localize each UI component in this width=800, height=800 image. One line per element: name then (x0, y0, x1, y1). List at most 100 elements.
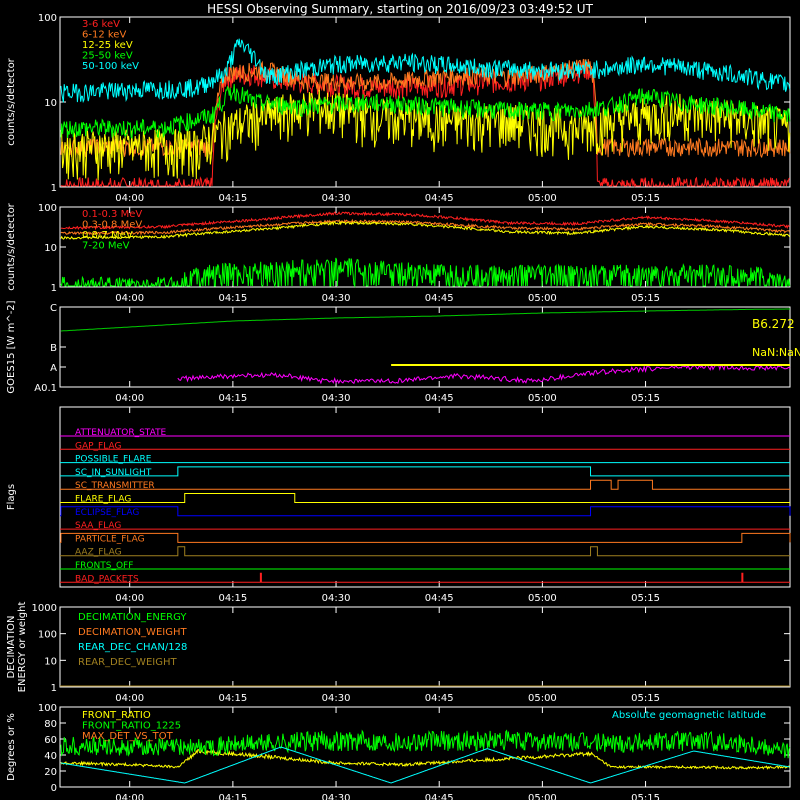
legend-entry: 50-100 keV (82, 61, 139, 72)
x-tick-label: 04:00 (115, 693, 144, 704)
y-tick-label: 80 (44, 719, 57, 730)
x-tick-label: 05:15 (631, 793, 660, 800)
x-tick-label: 05:15 (631, 393, 660, 404)
x-tick-label: 04:45 (425, 193, 454, 204)
x-tick-label: 04:00 (115, 793, 144, 800)
y-tick-label: 20 (44, 767, 57, 778)
y-tick-label: 10 (44, 656, 57, 667)
panel-frame-3 (59, 406, 791, 588)
x-tick-label: 04:30 (322, 793, 351, 800)
y-tick-label: 1000 (32, 603, 57, 614)
y-tick-label: A (50, 363, 57, 374)
x-tick-label: 04:15 (218, 293, 247, 304)
x-tick-label: 04:45 (425, 393, 454, 404)
legend-entry: 3-6 keV (82, 19, 120, 30)
legend-entry: 0.1-0.3 MeV (82, 209, 142, 220)
panel-frame-2 (59, 306, 791, 388)
y-tick-label: 60 (44, 735, 57, 746)
panel-frame-5 (59, 706, 791, 788)
flag-label: FLARE_FLAG (75, 495, 131, 505)
legend-entry: 7-20 MeV (82, 241, 130, 252)
legend-entry: 6-12 keV (82, 30, 126, 41)
x-tick-label: 04:15 (218, 693, 247, 704)
flag-label: SC_TRANSMITTER (75, 481, 155, 491)
flag-line (60, 466, 790, 477)
flag-line (60, 479, 790, 490)
x-tick-label: 04:30 (322, 593, 351, 604)
legend-entry: 25-50 keV (82, 51, 133, 62)
x-tick-label: 04:00 (115, 293, 144, 304)
legend-entry: DECIMATION_WEIGHT (78, 627, 187, 638)
x-tick-label: 05:00 (528, 293, 557, 304)
flag-label: BAD_PACKETS (75, 574, 139, 584)
x-tick-label: 04:30 (322, 393, 351, 404)
x-tick-label: 04:45 (425, 593, 454, 604)
flag-line (60, 572, 790, 583)
legend-entry: REAR_DEC_WEIGHT (78, 657, 177, 668)
y-tick-label: A0.1 (34, 383, 57, 394)
x-tick-label: 05:00 (528, 393, 557, 404)
y-tick-label: 40 (44, 751, 57, 762)
flag-line (60, 532, 791, 543)
series-line-0 (60, 211, 790, 231)
x-tick-label: 04:30 (322, 693, 351, 704)
chart-title: HESSI Observing Summary, starting on 201… (207, 2, 593, 16)
x-tick-label: 04:00 (115, 193, 144, 204)
x-tick-label: 04:00 (115, 393, 144, 404)
series-line-1 (60, 729, 791, 759)
y-tick-label: 100 (38, 630, 57, 641)
series-line-3 (60, 746, 790, 784)
x-tick-label: 04:15 (218, 193, 247, 204)
y-tick-label: 10 (44, 243, 57, 254)
flag-line (60, 546, 790, 557)
y-tick-label: 1 (51, 683, 57, 694)
y-tick-label: B (50, 343, 57, 354)
y-axis-label: counts/s/detector (6, 57, 17, 145)
x-tick-label: 05:00 (528, 193, 557, 204)
y-tick-label: 1 (51, 283, 57, 294)
x-tick-label: 05:15 (631, 193, 660, 204)
legend-entry: DECIMATION_ENERGY (78, 612, 187, 623)
y-tick-label: 10 (44, 98, 57, 109)
y-axis-label: Flags (6, 484, 17, 510)
x-tick-label: 04:15 (218, 793, 247, 800)
panel-frame-4 (59, 606, 791, 688)
x-tick-label: 05:00 (528, 693, 557, 704)
flag-label: POSSIBLE_FLARE (75, 455, 152, 465)
flag-line (60, 506, 791, 517)
legend-entry: 0.8-7 MeV (82, 230, 133, 241)
legend-entry: MAX_DET_VS_TOT (82, 731, 174, 742)
series-line-0 (60, 59, 791, 188)
x-tick-label: 04:45 (425, 793, 454, 800)
x-tick-label: 05:15 (631, 293, 660, 304)
x-tick-label: 04:00 (115, 593, 144, 604)
legend-entry: FRONT_RATIO (82, 710, 151, 721)
flag-label: ECLIPSE_FLAG (75, 508, 139, 518)
flag-label: AAZ_FLAG (75, 548, 122, 558)
goes-line-1 (177, 363, 791, 385)
series-line-3 (60, 257, 791, 288)
series-line-4 (60, 38, 791, 104)
x-tick-label: 04:45 (425, 693, 454, 704)
series-line-1 (60, 218, 791, 236)
x-tick-label: 04:15 (218, 393, 247, 404)
legend-entry: FRONT_RATIO_1225 (82, 721, 181, 732)
x-tick-label: 04:30 (322, 193, 351, 204)
geomag-annotation: Absolute geomagnetic latitude (612, 710, 766, 721)
y-axis-label: DECIMATION (6, 615, 17, 678)
x-tick-label: 05:15 (631, 693, 660, 704)
y-tick-label: 100 (38, 203, 57, 214)
y-axis-label: ENERGY or weight (17, 602, 28, 693)
x-tick-label: 04:30 (322, 293, 351, 304)
x-tick-label: 05:00 (528, 593, 557, 604)
x-tick-label: 05:15 (631, 593, 660, 604)
flag-line (60, 493, 790, 503)
y-tick-label: C (50, 303, 57, 314)
y-tick-label: 100 (38, 703, 57, 714)
y-tick-label: 100 (38, 13, 57, 24)
x-tick-label: 04:45 (425, 293, 454, 304)
flag-label: PARTICLE_FLAG (75, 534, 145, 544)
flag-label: SC_IN_SUNLIGHT (75, 468, 152, 478)
series-line-2 (60, 89, 791, 181)
